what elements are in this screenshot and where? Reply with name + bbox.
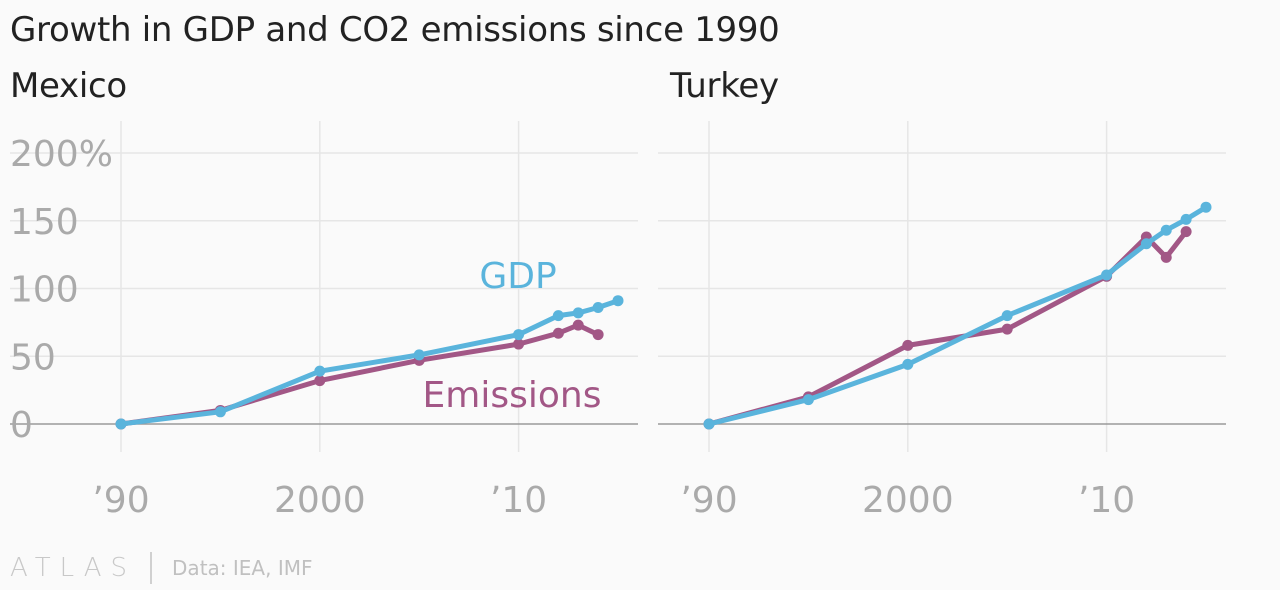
- gdp-line: [706, 204, 1209, 427]
- gdp-point: [1200, 201, 1212, 213]
- emissions-point: [1180, 226, 1192, 238]
- gdp-point: [572, 307, 584, 319]
- gdp-point: [1140, 238, 1152, 250]
- gdp-point: [592, 301, 604, 313]
- footer-divider: [150, 552, 153, 584]
- x-tick-label: ’10: [490, 480, 547, 521]
- emissions-point: [513, 338, 525, 350]
- footer: ATLAS Data: IEA, IMF: [10, 548, 312, 588]
- x-tick-label: ’90: [680, 480, 737, 521]
- emissions-point: [552, 327, 564, 339]
- y-tick-label: 150: [10, 202, 79, 243]
- gdp-point: [1160, 224, 1172, 236]
- emissions-point: [314, 375, 326, 387]
- atlas-logo: ATLAS: [10, 553, 137, 583]
- gdp-point: [1180, 213, 1192, 225]
- gdp-point: [513, 329, 525, 341]
- panel-title-mexico: Mexico: [10, 66, 127, 106]
- gdp-point: [413, 349, 425, 361]
- gdp-point: [612, 295, 624, 307]
- gdp-point: [1001, 310, 1013, 322]
- gdp-point: [802, 394, 814, 406]
- gdp-point: [1101, 269, 1113, 281]
- y-tick-label: 50: [10, 337, 56, 378]
- emissions-line: [706, 229, 1189, 427]
- gdp-point: [552, 310, 564, 322]
- emissions-point: [592, 329, 604, 341]
- gdp-point: [902, 358, 914, 370]
- source-note: Data: IEA, IMF: [172, 556, 313, 580]
- y-tick-label: 0: [10, 405, 33, 446]
- y-tick-label: 100: [10, 270, 79, 311]
- emissions-point: [902, 339, 914, 351]
- x-tick-label: ’90: [92, 480, 149, 521]
- chart-title: Growth in GDP and CO2 emissions since 19…: [10, 10, 780, 50]
- emissions-point: [572, 319, 584, 331]
- gdp-label: GDP: [479, 256, 556, 297]
- gdp-point: [115, 418, 127, 430]
- x-tick-label: 2000: [274, 480, 366, 521]
- x-tick-label: 2000: [862, 480, 954, 521]
- emissions-point: [1001, 323, 1013, 335]
- y-tick-label: 200%: [10, 134, 113, 175]
- emissions-point: [1160, 251, 1172, 263]
- gdp-point: [314, 365, 326, 377]
- gdp-point: [703, 418, 715, 430]
- gdp-point: [214, 406, 226, 418]
- x-tick-label: ’10: [1078, 480, 1135, 521]
- emissions-label: Emissions: [423, 375, 602, 416]
- panel-title-turkey: Turkey: [670, 66, 779, 106]
